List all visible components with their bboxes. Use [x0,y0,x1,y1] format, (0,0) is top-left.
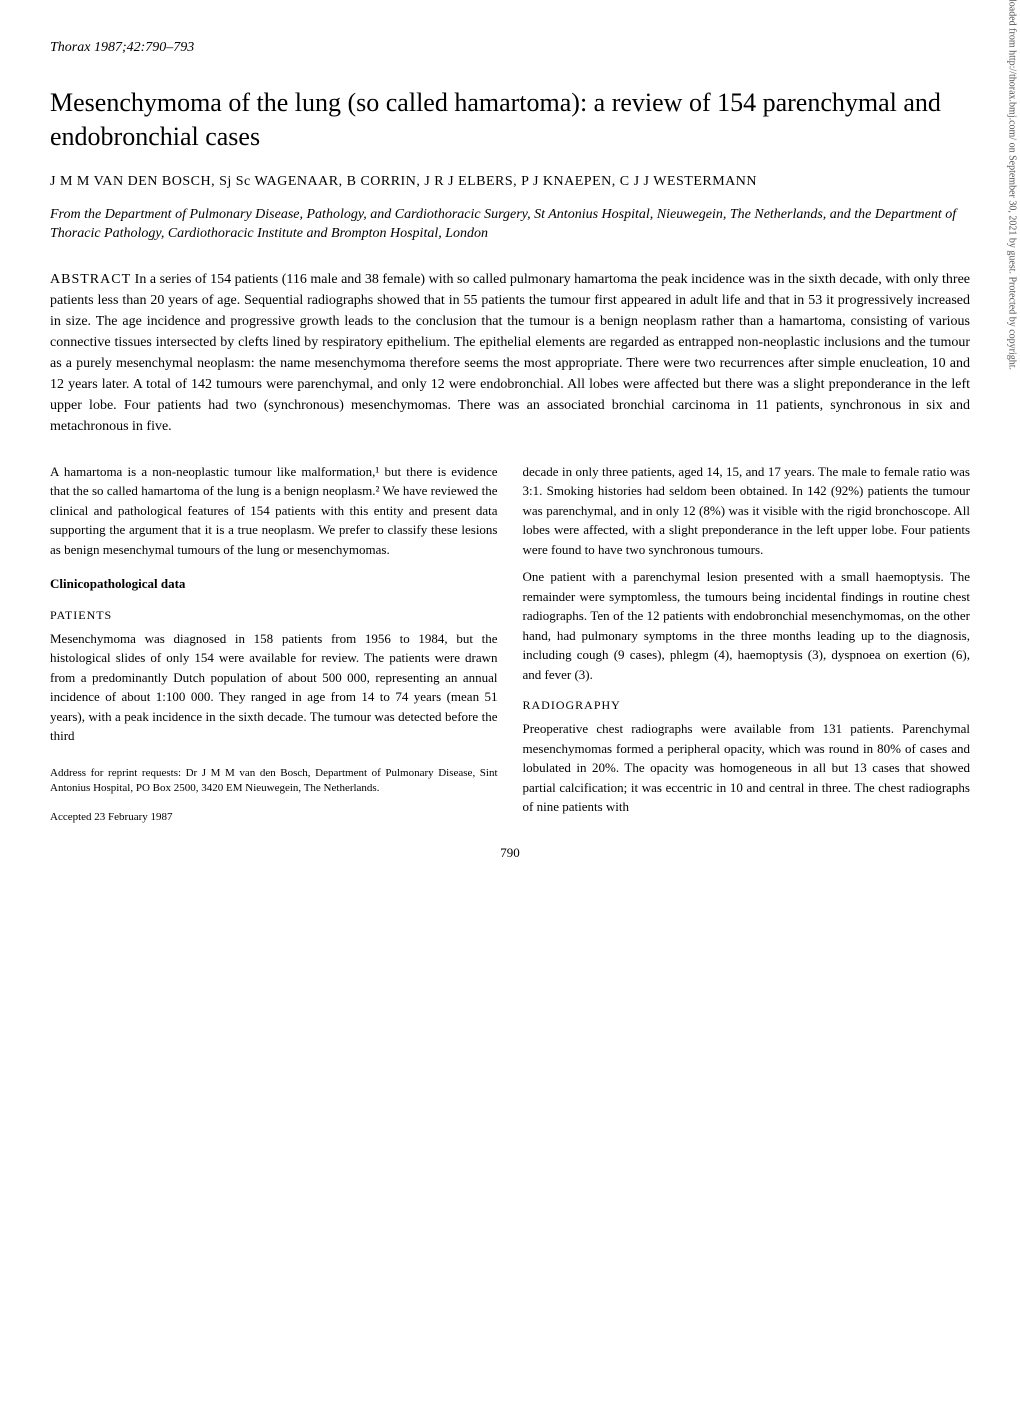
reprint-address: Address for reprint requests: Dr J M M v… [50,766,498,797]
authors-list: J M M VAN DEN BOSCH, Sj Sc WAGENAAR, B C… [50,174,970,190]
two-column-body: A hamartoma is a non-neoplastic tumour l… [50,462,970,825]
abstract-text: In a series of 154 patients (116 male an… [50,272,970,434]
right-column: decade in only three patients, aged 14, … [523,462,971,825]
journal-reference: Thorax 1987;42:790–793 [50,40,970,56]
clinicopathological-heading: Clinicopathological data [50,574,498,594]
patients-heading: PATIENTS [50,606,498,624]
patients-paragraph: Mesenchymoma was diagnosed in 158 patien… [50,629,498,746]
affiliation-text: From the Department of Pulmonary Disease… [50,205,970,244]
accepted-date: Accepted 23 February 1987 [50,809,498,826]
radiography-heading: RADIOGRAPHY [523,696,971,714]
radiography-paragraph: Preoperative chest radiographs were avai… [523,719,971,817]
intro-paragraph: A hamartoma is a non-neoplastic tumour l… [50,462,498,560]
abstract-label: ABSTRACT [50,272,131,287]
copyright-sidebar: Thorax: first published as 10.1136/thx.4… [1007,0,1018,370]
page-number: 790 [50,845,970,861]
abstract-section: ABSTRACT In a series of 154 patients (11… [50,269,970,437]
left-column: A hamartoma is a non-neoplastic tumour l… [50,462,498,825]
article-title: Mesenchymoma of the lung (so called hama… [50,86,970,154]
symptoms-paragraph: One patient with a parenchymal lesion pr… [523,567,971,684]
decade-paragraph: decade in only three patients, aged 14, … [523,462,971,560]
